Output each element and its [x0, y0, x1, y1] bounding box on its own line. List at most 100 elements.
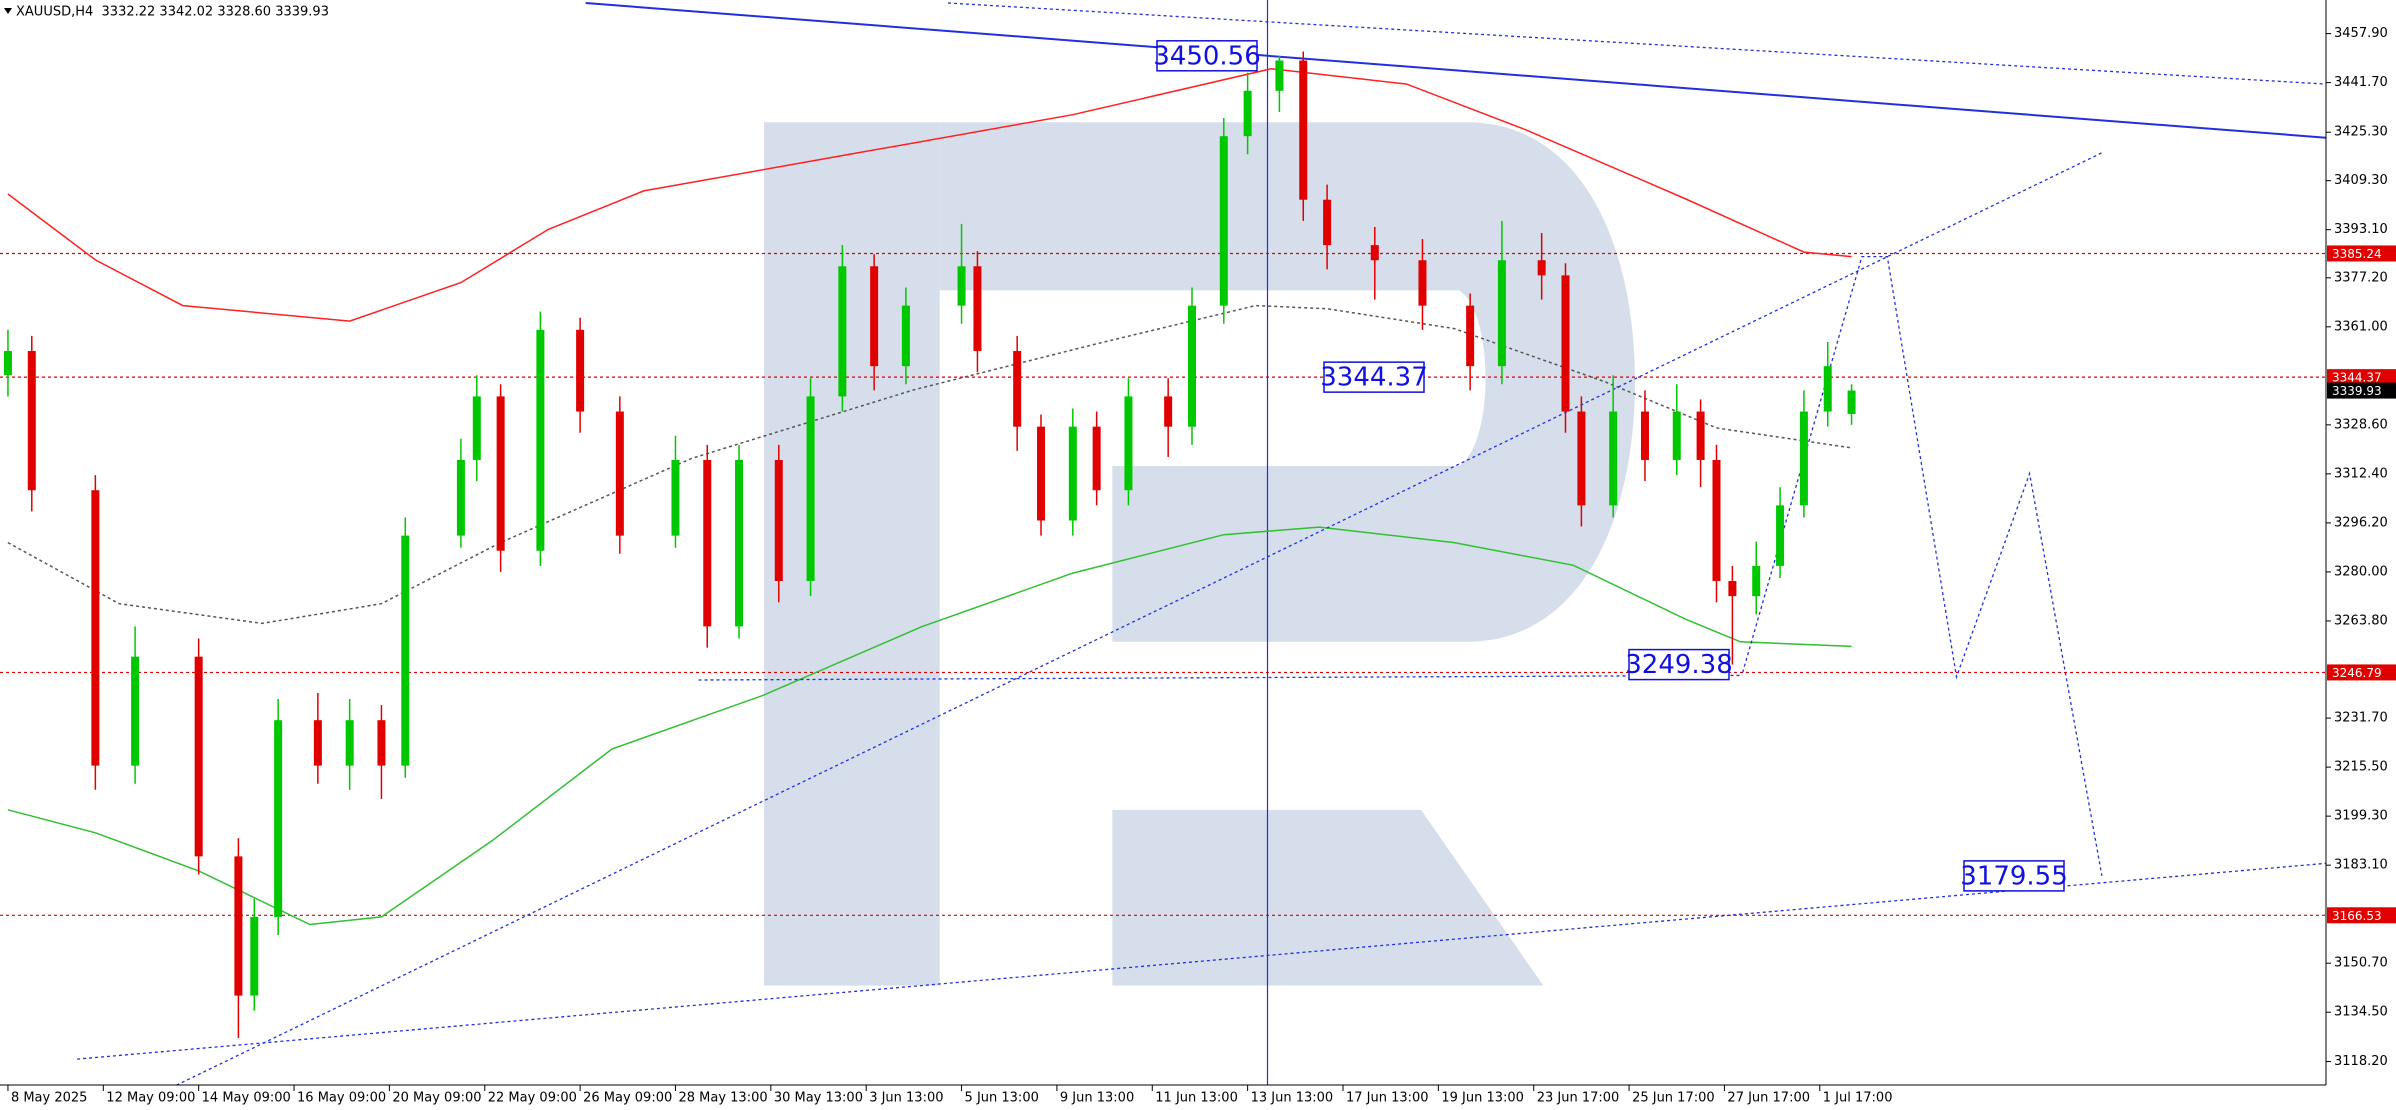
candle-body [1497, 260, 1506, 367]
annotation-label: 3450.56 [1153, 41, 1261, 71]
x-tick-label: 8 May 2025 [11, 1091, 88, 1106]
y-tick-label: 3183.10 [2334, 858, 2388, 873]
candle-body [91, 490, 100, 766]
y-tick-label: 3215.50 [2334, 760, 2388, 775]
x-tick-label: 3 Jun 13:00 [869, 1091, 943, 1106]
candle-body [1370, 245, 1379, 261]
y-tick-label: 3457.90 [2334, 26, 2388, 41]
candle-body [1609, 411, 1618, 506]
candle-body [1243, 90, 1252, 137]
x-tick-label: 1 Jul 17:00 [1823, 1091, 1893, 1106]
y-tick-label: 3199.30 [2334, 809, 2388, 824]
y-tick-label: 3377.20 [2334, 270, 2388, 285]
candle-body [1537, 260, 1546, 276]
y-tick-label: 3296.20 [2334, 515, 2388, 530]
candle-body [250, 916, 259, 996]
candle-body [1068, 426, 1077, 521]
candle-body [1275, 60, 1284, 91]
candle-body [274, 720, 283, 917]
y-tick-label: 3425.30 [2334, 125, 2388, 140]
chart-title: XAUUSD,H4 3332.22 3342.02 3328.60 3339.9… [16, 5, 329, 20]
candle-body [671, 459, 680, 536]
x-tick-label: 19 Jun 13:00 [1441, 1091, 1524, 1106]
y-tick-label: 3409.30 [2334, 173, 2388, 188]
x-tick-label: 30 May 13:00 [774, 1091, 863, 1106]
candle-body [1728, 581, 1737, 597]
price-label: 3385.24 [2332, 247, 2382, 261]
candle-body [576, 329, 585, 412]
candle-body [194, 656, 203, 857]
title-arrow [4, 8, 12, 14]
candle-body [1696, 411, 1705, 460]
candle-body [774, 459, 783, 582]
x-tick-label: 25 Jun 17:00 [1632, 1091, 1715, 1106]
candle-body [1847, 390, 1856, 414]
candle-body [1672, 411, 1681, 460]
candle-body [1466, 305, 1475, 367]
watermark-bowl [939, 122, 1635, 642]
candle-body [1577, 411, 1586, 506]
annotation-box [1963, 860, 2065, 892]
x-tick-label: 11 Jun 13:00 [1155, 1091, 1238, 1106]
x-tick-label: 28 May 13:00 [678, 1091, 767, 1106]
price-label-box [2327, 907, 2396, 924]
candle-body [735, 459, 744, 627]
candle-body [1323, 199, 1332, 246]
x-tick-label: 5 Jun 13:00 [965, 1091, 1039, 1106]
y-tick-label: 3441.70 [2334, 75, 2388, 90]
candle-body [806, 396, 815, 582]
candle-body [838, 266, 847, 397]
candle-body [401, 535, 410, 766]
x-tick-label: 22 May 09:00 [488, 1091, 577, 1106]
y-tick-label: 3328.60 [2334, 417, 2388, 432]
candle-body [870, 266, 879, 367]
annotation-box [1323, 361, 1425, 393]
candle-body [973, 266, 982, 352]
trendline [176, 152, 2103, 1086]
annotation-label: 3249.38 [1625, 650, 1733, 680]
watermark-bar [764, 122, 940, 986]
annotation-label: 3179.55 [1960, 861, 2068, 891]
price-label-box [2327, 664, 2396, 681]
candle-body [1752, 565, 1761, 597]
annotation-label: 3344.37 [1320, 363, 1428, 393]
candle-body [1299, 60, 1308, 200]
candle-body [1124, 396, 1133, 491]
candle-body [1561, 275, 1570, 412]
candle-body [1164, 396, 1173, 427]
candle-body [703, 459, 712, 627]
candle-body [3, 351, 12, 376]
price-label: 3344.37 [2332, 371, 2382, 385]
x-tick-label: 23 Jun 17:00 [1537, 1091, 1620, 1106]
candle-body [1013, 351, 1022, 427]
x-tick-label: 13 Jun 13:00 [1251, 1091, 1334, 1106]
candle-body [1799, 411, 1808, 506]
x-tick-label: 17 Jun 13:00 [1346, 1091, 1429, 1106]
candle-body [1776, 505, 1785, 566]
price-label-box [2327, 369, 2396, 386]
candle-body [1823, 366, 1832, 412]
y-tick-label: 3393.10 [2334, 222, 2388, 237]
candle-body [234, 856, 243, 996]
price-label: 3246.79 [2332, 666, 2382, 680]
plot-area [0, 0, 2327, 1086]
x-tick-label: 16 May 09:00 [297, 1091, 386, 1106]
annotation-box [1156, 40, 1258, 72]
candle-body [615, 411, 624, 536]
candle-body [377, 720, 386, 766]
candle-body [1219, 136, 1228, 306]
candle-body [1037, 426, 1046, 521]
annotation-box [1628, 648, 1730, 681]
y-tick-label: 3134.50 [2334, 1005, 2388, 1020]
watermark [764, 122, 1635, 986]
candle-body [536, 329, 545, 551]
x-tick-label: 9 Jun 13:00 [1060, 1091, 1134, 1106]
y-tick-label: 3361.00 [2334, 319, 2388, 334]
candle-body [1092, 426, 1101, 491]
trendline [77, 862, 2327, 1060]
trendline [698, 674, 1743, 681]
y-tick-label: 3150.70 [2334, 956, 2388, 971]
moving-average-line [7, 67, 1852, 322]
price-label: 3339.93 [2332, 384, 2382, 398]
